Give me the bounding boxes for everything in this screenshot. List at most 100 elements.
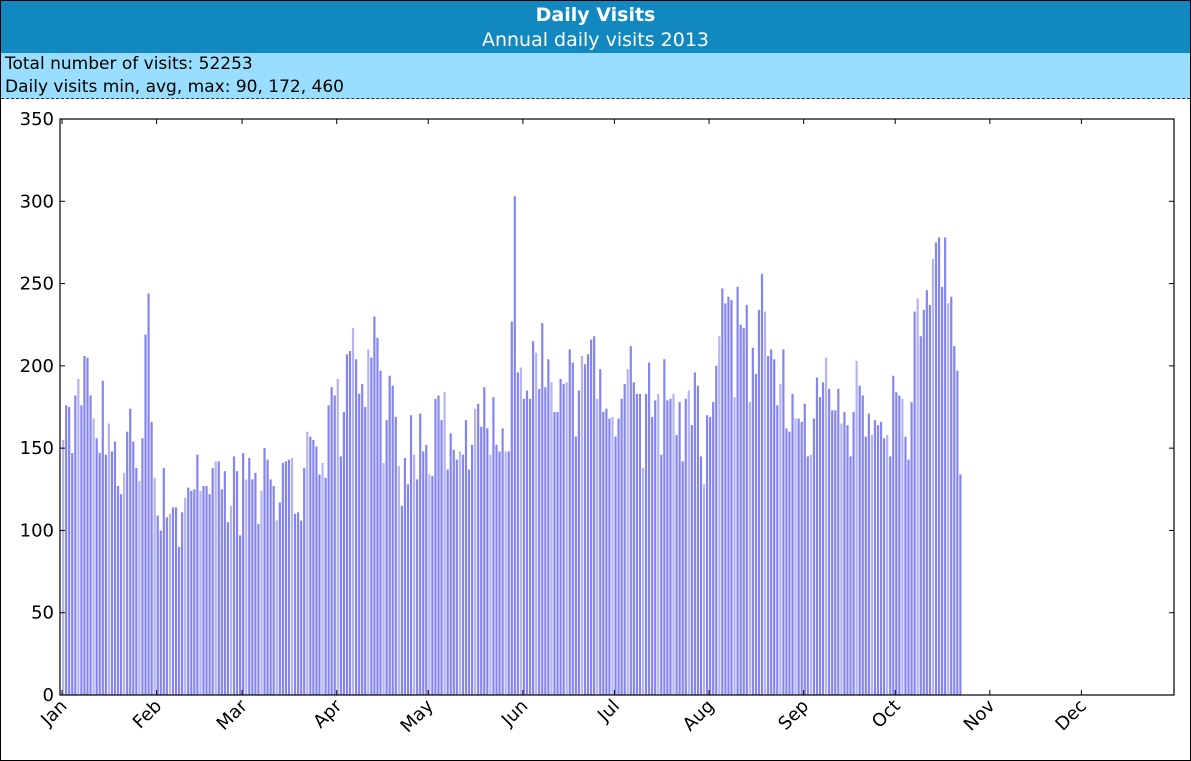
- bar: [83, 355, 86, 695]
- bar: [608, 418, 611, 695]
- bar: [358, 393, 361, 695]
- bar: [895, 392, 898, 695]
- bar: [843, 411, 846, 695]
- bar: [745, 304, 748, 695]
- bar: [550, 382, 553, 695]
- bar: [715, 365, 718, 695]
- bar: [147, 293, 150, 695]
- bar: [171, 507, 175, 695]
- bar: [910, 402, 913, 695]
- bar: [132, 441, 135, 695]
- bar: [638, 393, 642, 695]
- bar: [788, 431, 791, 695]
- bar: [92, 418, 95, 695]
- bar: [907, 459, 910, 695]
- bar: [861, 395, 864, 695]
- bar: [828, 388, 831, 695]
- bar: [211, 467, 214, 695]
- bar: [629, 346, 632, 695]
- bar: [367, 349, 370, 695]
- bar: [498, 451, 501, 695]
- bar: [791, 393, 794, 695]
- bar: [309, 436, 312, 695]
- bar: [760, 273, 764, 695]
- bar: [837, 388, 840, 695]
- bar: [77, 379, 80, 695]
- bar: [315, 446, 318, 695]
- bar: [406, 484, 410, 695]
- y-tick-label: 50: [31, 603, 54, 624]
- bar: [779, 383, 782, 695]
- bar: [272, 485, 275, 695]
- bar: [303, 467, 306, 695]
- bar: [446, 469, 449, 695]
- bar: [409, 415, 413, 695]
- bar: [208, 494, 211, 695]
- bar: [501, 428, 504, 695]
- bar: [696, 385, 700, 695]
- bar: [666, 400, 669, 695]
- bar: [922, 309, 925, 695]
- bar: [937, 237, 941, 696]
- bar: [599, 369, 602, 695]
- bar: [617, 418, 620, 695]
- bar: [815, 377, 819, 695]
- bar: [940, 286, 944, 695]
- bar: [562, 383, 565, 695]
- bar: [422, 451, 425, 695]
- bar: [412, 454, 416, 695]
- bar: [947, 303, 950, 695]
- bar: [724, 303, 727, 695]
- bar: [757, 309, 761, 695]
- bar: [727, 296, 730, 695]
- bar: [571, 362, 574, 695]
- bar: [483, 387, 486, 695]
- x-tick-label: Jul: [593, 696, 624, 727]
- bar: [855, 360, 858, 695]
- bar: [217, 461, 220, 695]
- chart-subtitle: Annual daily visits 2013: [481, 29, 710, 51]
- bar: [248, 458, 251, 695]
- bar: [181, 512, 184, 695]
- bar: [605, 408, 608, 695]
- bar: [953, 346, 956, 695]
- bar: [614, 436, 617, 695]
- bar: [684, 398, 687, 695]
- bar: [293, 513, 297, 695]
- bar: [538, 388, 541, 695]
- bar: [190, 490, 193, 695]
- bar: [516, 372, 519, 695]
- bar: [110, 451, 114, 695]
- bar: [541, 323, 544, 695]
- bar: [782, 349, 785, 695]
- bar: [834, 410, 837, 695]
- bar: [95, 438, 98, 695]
- bar: [342, 411, 345, 695]
- bar: [400, 505, 403, 695]
- x-tick-label: Mar: [213, 695, 252, 734]
- bar: [254, 472, 257, 695]
- bar: [71, 453, 74, 695]
- bar: [901, 398, 904, 695]
- bar: [333, 395, 336, 695]
- bar: [654, 400, 657, 695]
- bar: [80, 405, 83, 695]
- y-tick-label: 150: [20, 438, 54, 459]
- bar: [504, 451, 507, 695]
- bar: [480, 426, 483, 695]
- bar: [150, 421, 153, 695]
- bar: [831, 410, 834, 695]
- bar: [806, 456, 809, 695]
- bar: [324, 477, 327, 695]
- bar: [944, 237, 947, 696]
- chart-header: Daily Visits Annual daily visits 2013: [1, 1, 1190, 53]
- bar: [669, 398, 672, 695]
- x-tick-label: May: [397, 695, 438, 736]
- bar: [431, 476, 434, 695]
- bar: [226, 522, 230, 695]
- bar: [641, 467, 645, 695]
- bar: [220, 489, 223, 695]
- bar: [165, 517, 168, 695]
- bar: [104, 454, 107, 695]
- bar: [721, 288, 724, 695]
